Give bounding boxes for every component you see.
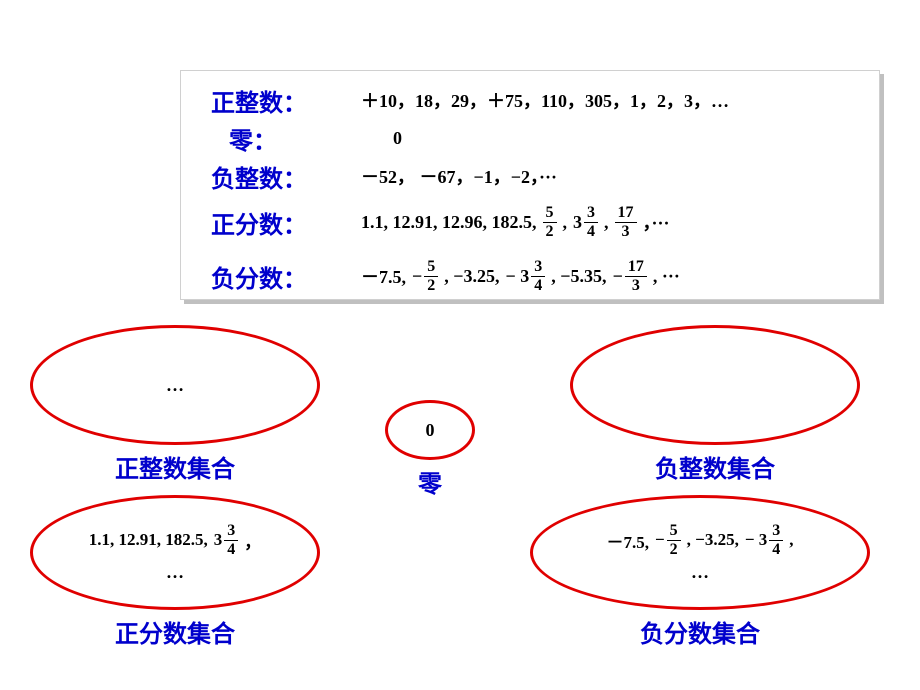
neg-fraction: − 5 2: [412, 258, 438, 294]
fraction: 17 3: [625, 258, 647, 294]
text: , −3.25,: [687, 530, 739, 550]
mixed-fraction: 3 3 4: [573, 204, 598, 240]
def-row-negative-fractions: 负分数： －7.5, − 5 2 , −3.25, − 3 3 4 , −5.3…: [211, 249, 859, 303]
text: 1.1, 12.91, 12.96, 182.5,: [361, 212, 537, 233]
set-label: 正分数集合: [115, 614, 235, 649]
text: , −5.35,: [551, 266, 606, 287]
mixed-fraction: − 3 3 4: [506, 258, 546, 294]
whole: 3: [573, 212, 582, 233]
whole: − 3: [506, 266, 530, 287]
ellipsis-text: …: [166, 375, 184, 396]
sign: −: [655, 530, 665, 550]
fraction: 3 4: [769, 522, 783, 558]
whole: 3: [214, 530, 223, 550]
def-row-zero: 零： 0: [211, 119, 859, 157]
set-negative-integers: 负整数集合: [570, 325, 860, 484]
neg-fraction: − 5 2: [655, 522, 681, 558]
numerator: 3: [224, 522, 238, 541]
whole: − 3: [745, 530, 767, 550]
set-negative-fractions: －7.5, − 5 2 , −3.25, − 3 3 4 , … 负分数集合: [530, 495, 870, 649]
text: , ···: [653, 266, 680, 287]
set-label: 负整数集合: [655, 449, 775, 484]
def-label: 正整数：: [211, 83, 361, 118]
def-value: －52， －67，−1，−2，···: [361, 163, 557, 189]
set-positive-fractions: 1.1, 12.91, 182.5, 3 3 4 ， … 正分数集合: [30, 495, 320, 649]
numerator: 5: [424, 258, 438, 277]
numerator: 17: [615, 204, 637, 223]
set-label: 正整数集合: [115, 449, 235, 484]
def-value: ＋10，18，29，＋75，110，305，1，2，3，…: [361, 87, 729, 113]
sign: −: [613, 266, 623, 287]
mixed-fraction: 3 3 4: [214, 522, 239, 558]
def-label: 负整数：: [211, 159, 361, 194]
set-ellipse: …: [30, 325, 320, 445]
text: ,: [789, 530, 793, 550]
numerator: 5: [543, 204, 557, 223]
def-value: 1.1, 12.91, 12.96, 182.5, 5 2 , 3 3 4 , …: [361, 204, 670, 240]
set-zero: 0 零: [385, 400, 475, 499]
ellipsis-text: …: [691, 562, 709, 583]
set-label: 负分数集合: [640, 614, 760, 649]
ellipsis-text: …: [166, 562, 184, 583]
mixed-fraction: − 3 3 4: [745, 522, 783, 558]
text: ,: [604, 212, 609, 233]
fraction: 3 4: [224, 522, 238, 558]
def-label: 负分数：: [211, 259, 361, 294]
text: 1.1, 12.91, 182.5,: [89, 530, 208, 550]
text: －7.5,: [361, 263, 406, 289]
denominator: 2: [424, 277, 438, 295]
sign: −: [412, 266, 422, 287]
set-ellipse: [570, 325, 860, 445]
denominator: 4: [584, 223, 598, 241]
def-label: 零：: [211, 121, 361, 156]
text: ,: [563, 212, 568, 233]
fraction: 17 3: [615, 204, 637, 240]
neg-fraction: − 17 3: [613, 258, 647, 294]
denominator: 4: [224, 541, 238, 559]
set-positive-integers: … 正整数集合: [30, 325, 320, 484]
def-row-positive-integers: 正整数： ＋10，18，29，＋75，110，305，1，2，3，…: [211, 81, 859, 119]
def-value: 0: [361, 128, 402, 149]
fraction: 5 2: [667, 522, 681, 558]
denominator: 3: [619, 223, 633, 241]
set-ellipse: 0: [385, 400, 475, 460]
def-row-positive-fractions: 正分数： 1.1, 12.91, 12.96, 182.5, 5 2 , 3 3…: [211, 195, 859, 249]
denominator: 4: [769, 541, 783, 559]
fraction: 3 4: [531, 258, 545, 294]
fraction: 5 2: [543, 204, 557, 240]
denominator: 2: [543, 223, 557, 241]
denominator: 2: [667, 541, 681, 559]
numerator: 3: [769, 522, 783, 541]
text: , −3.25,: [444, 266, 499, 287]
fraction: 5 2: [424, 258, 438, 294]
set-ellipse: －7.5, − 5 2 , −3.25, − 3 3 4 , …: [530, 495, 870, 610]
denominator: 3: [629, 277, 643, 295]
numerator: 17: [625, 258, 647, 277]
text: ，···: [643, 209, 670, 235]
fraction: 3 4: [584, 204, 598, 240]
def-value: －7.5, − 5 2 , −3.25, − 3 3 4 , −5.35, −: [361, 258, 680, 294]
set-content-line: 1.1, 12.91, 182.5, 3 3 4 ，: [79, 522, 272, 558]
def-row-negative-integers: 负整数： －52， －67，−1，−2，···: [211, 157, 859, 195]
numerator: 3: [584, 204, 598, 223]
set-content-line: －7.5, − 5 2 , −3.25, − 3 3 4 ,: [596, 522, 803, 558]
zero-text: 0: [426, 420, 435, 441]
def-label: 正分数：: [211, 205, 361, 240]
text: ，: [244, 528, 261, 553]
text: －7.5,: [606, 528, 649, 553]
numerator: 3: [531, 258, 545, 277]
numerator: 5: [667, 522, 681, 541]
definitions-panel: 正整数： ＋10，18，29，＋75，110，305，1，2，3，… 零： 0 …: [180, 70, 880, 300]
set-label: 零: [418, 464, 442, 499]
denominator: 4: [531, 277, 545, 295]
set-ellipse: 1.1, 12.91, 182.5, 3 3 4 ， …: [30, 495, 320, 610]
